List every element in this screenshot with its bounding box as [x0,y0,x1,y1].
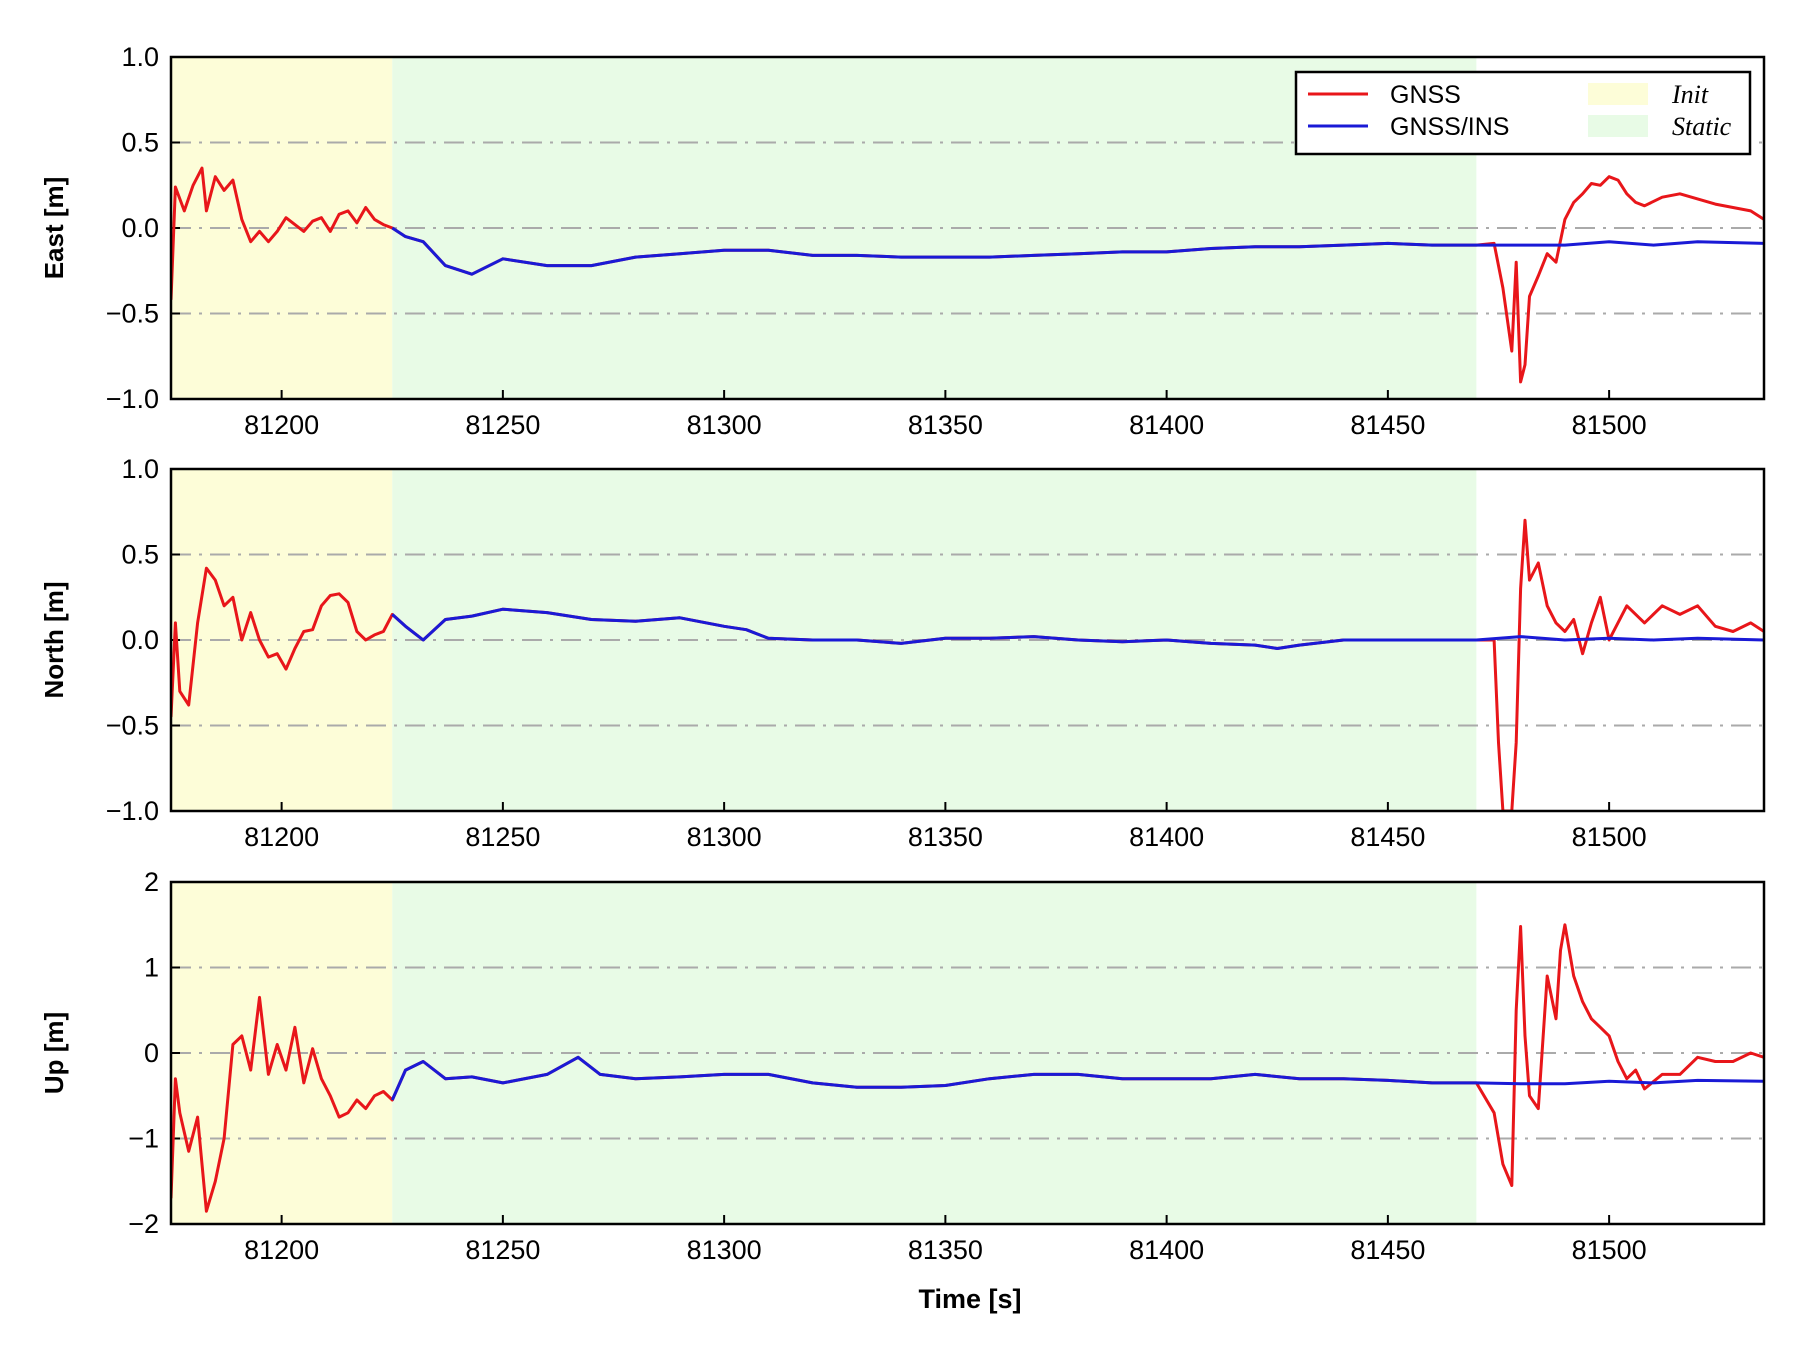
series-gnss-ins [390,1055,1764,1101]
panel-2: 2 1 0 −1 −2 81200 81250 81300 81350 81400 81450 815… [39,867,1766,1265]
legend-swatch-region [1588,83,1648,105]
y-tick-label: 0 [144,1038,159,1068]
x-tick-label: 81400 [1129,1235,1204,1265]
legend-box [1294,70,1752,156]
series-gnss-ins [391,226,1764,276]
y-tick-label: 1.0 [121,454,159,484]
y-tick-label: −2 [128,1209,159,1239]
x-tick-label: 81450 [1350,1235,1425,1265]
legend: GNSS GNSS/INS Init Static [1294,70,1752,156]
y-tick-label: −1.0 [106,796,159,826]
plot-frame [169,467,1766,813]
x-tick-label: 81400 [1129,410,1204,440]
x-tick-label: 81450 [1350,822,1425,852]
x-tick-label: 81300 [687,1235,762,1265]
legend-label: Static [1672,112,1732,141]
x-axis-label: Time [s] [918,1284,1021,1314]
panel-1: 1.0 0.5 0.0 −0.5 −1.0 81200 81250 81300 81350 814… [39,454,1766,852]
x-tick-label: 81500 [1572,410,1647,440]
y-tick-label: 1.0 [121,42,159,72]
x-tick-label: 81250 [465,410,540,440]
x-tick-label: 81300 [687,822,762,852]
x-tick-label: 81500 [1572,1235,1647,1265]
x-tick-label: 81200 [244,1235,319,1265]
region-init [171,469,393,811]
y-tick-label: −0.5 [106,299,159,329]
y-tick-label: −1.0 [106,384,159,414]
x-tick-label: 81450 [1350,410,1425,440]
plot-frame [169,880,1766,1226]
plot-frame [169,55,1766,401]
y-tick-label: 0.5 [121,128,159,158]
x-tick-label: 81400 [1129,822,1204,852]
y-tick-label: −0.5 [106,711,159,741]
y-axis-label: North [m] [39,582,69,699]
y-axis-label: East [m] [39,177,69,280]
x-tick-label: 81350 [908,822,983,852]
y-axis-label: Up [m] [39,1012,69,1094]
legend-swatch-region [1588,115,1648,137]
legend-label: GNSS [1390,81,1461,109]
y-tick-label: 0.0 [121,625,159,655]
legend-label: Init [1671,80,1709,109]
y-tick-label: −1 [128,1124,159,1154]
x-tick-label: 81200 [244,822,319,852]
y-tick-label: 0.0 [121,213,159,243]
series-gnss-ins [391,607,1764,650]
x-tick-label: 81350 [908,1235,983,1265]
legend-label: GNSS/INS [1390,113,1509,141]
y-tick-label: 1 [144,953,159,983]
x-tick-label: 81300 [687,410,762,440]
x-tick-label: 81200 [244,410,319,440]
x-tick-label: 81250 [465,1235,540,1265]
y-tick-label: 2 [144,867,159,897]
x-tick-label: 81500 [1572,822,1647,852]
x-tick-label: 81350 [908,410,983,440]
y-tick-label: 0.5 [121,540,159,570]
region-init [171,57,393,399]
panels-group: 1.0 0.5 0.0 −0.5 −1.0 81200 81250 81300 81350 814… [39,42,1766,1265]
x-tick-label: 81250 [465,822,540,852]
